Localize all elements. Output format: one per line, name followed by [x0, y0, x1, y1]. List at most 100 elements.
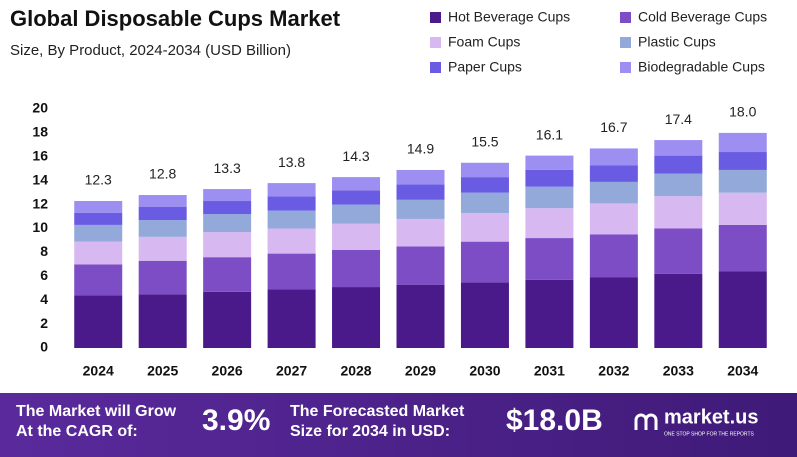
bar-segment	[332, 223, 381, 251]
legend-swatch	[620, 12, 631, 23]
bar-segment	[460, 212, 509, 242]
x-tick-label: 2025	[147, 363, 178, 379]
bar-segment	[332, 250, 381, 288]
y-tick-label: 12	[32, 195, 48, 211]
bar-segment	[203, 232, 252, 258]
bar-segment	[460, 241, 509, 283]
bar-segment	[138, 195, 187, 207]
bar-segment	[654, 140, 703, 156]
bar-segment	[203, 189, 252, 202]
bar-segment	[138, 236, 187, 261]
x-tick-label: 2032	[598, 363, 629, 379]
x-tick-label: 2033	[663, 363, 694, 379]
bar-segment	[267, 196, 316, 211]
bar-segment	[74, 224, 123, 242]
bar-segment	[718, 271, 767, 348]
footer-text: Size for 2034 in USD:	[290, 423, 450, 440]
bar-segment	[654, 173, 703, 197]
x-tick-label: 2027	[276, 363, 307, 379]
y-tick-label: 0	[40, 339, 48, 355]
bar-segment	[589, 181, 638, 204]
bar-segment	[267, 210, 316, 229]
bar-segment	[525, 238, 574, 280]
bar-segment	[138, 206, 187, 221]
bar-segment	[460, 282, 509, 348]
total-label: 12.3	[85, 172, 112, 188]
bar-segment	[74, 241, 123, 265]
bar-segment	[589, 234, 638, 278]
x-tick-label: 2029	[405, 363, 436, 379]
bar-segment	[203, 257, 252, 292]
bar-segment	[396, 184, 445, 200]
total-label: 17.4	[665, 111, 692, 127]
y-tick-label: 20	[32, 100, 48, 116]
bar-segment	[589, 277, 638, 348]
total-label: 14.3	[342, 148, 369, 164]
y-tick-label: 18	[32, 124, 48, 140]
cagr-value: 3.9%	[202, 404, 270, 437]
legend-label: Paper Cups	[448, 59, 522, 75]
bar-segment	[396, 169, 445, 185]
legend-swatch	[430, 37, 441, 48]
bar-segment	[396, 246, 445, 285]
brand-logo	[634, 413, 658, 430]
bar-segment	[203, 201, 252, 215]
bar-segment	[460, 177, 509, 193]
bar-segment	[332, 177, 381, 191]
bar-segment	[74, 212, 123, 225]
bar-segment	[267, 253, 316, 290]
y-tick-label: 10	[32, 219, 48, 235]
total-label: 18.0	[729, 104, 756, 120]
x-tick-label: 2028	[340, 363, 371, 379]
forecast-value: $18.0B	[506, 404, 603, 437]
bar-segment	[718, 224, 767, 272]
bar-segment	[460, 192, 509, 213]
legend-label: Cold Beverage Cups	[638, 9, 767, 25]
bar-segment	[74, 201, 123, 213]
footer-band	[0, 393, 797, 457]
y-tick-label: 8	[40, 243, 48, 259]
y-tick-label: 16	[32, 148, 48, 164]
bar-segment	[267, 289, 316, 348]
total-label: 13.8	[278, 154, 305, 170]
footer-text: The Market will Grow	[16, 403, 177, 420]
bar-segment	[396, 284, 445, 348]
chart-subtitle: Size, By Product, 2024-2034 (USD Billion…	[10, 42, 291, 59]
legend-label: Hot Beverage Cups	[448, 9, 570, 25]
bar-segment	[267, 228, 316, 254]
total-label: 12.8	[149, 166, 176, 182]
legend-swatch	[430, 62, 441, 73]
footer-text: The Forecasted Market	[290, 403, 465, 420]
total-label: 13.3	[214, 160, 241, 176]
y-tick-label: 4	[40, 291, 48, 307]
total-label: 16.7	[600, 119, 627, 135]
bar-segment	[718, 192, 767, 225]
bar-segment	[138, 220, 187, 237]
bar-segment	[654, 196, 703, 229]
bar-segment	[718, 132, 767, 153]
legend-swatch	[620, 37, 631, 48]
bar-segment	[396, 218, 445, 247]
bar-segment	[525, 186, 574, 209]
bar-segment	[74, 264, 123, 296]
legend-label: Biodegradable Cups	[638, 59, 765, 75]
x-tick-label: 2034	[727, 363, 758, 379]
bar-segment	[654, 155, 703, 174]
bar-segment	[525, 155, 574, 170]
footer-text: At the CAGR of:	[16, 423, 138, 440]
bar-segment	[203, 291, 252, 348]
bar-segment	[138, 260, 187, 295]
total-label: 15.5	[471, 133, 498, 149]
bar-segment	[589, 165, 638, 182]
bar-segment	[525, 169, 574, 187]
bar-segment	[589, 203, 638, 235]
bar-segment	[267, 183, 316, 197]
total-label: 16.1	[536, 126, 563, 142]
y-tick-label: 14	[32, 171, 48, 187]
legend-swatch	[620, 62, 631, 73]
x-tick-label: 2024	[83, 363, 114, 379]
bar-segment	[589, 148, 638, 166]
bar-segment	[718, 169, 767, 193]
